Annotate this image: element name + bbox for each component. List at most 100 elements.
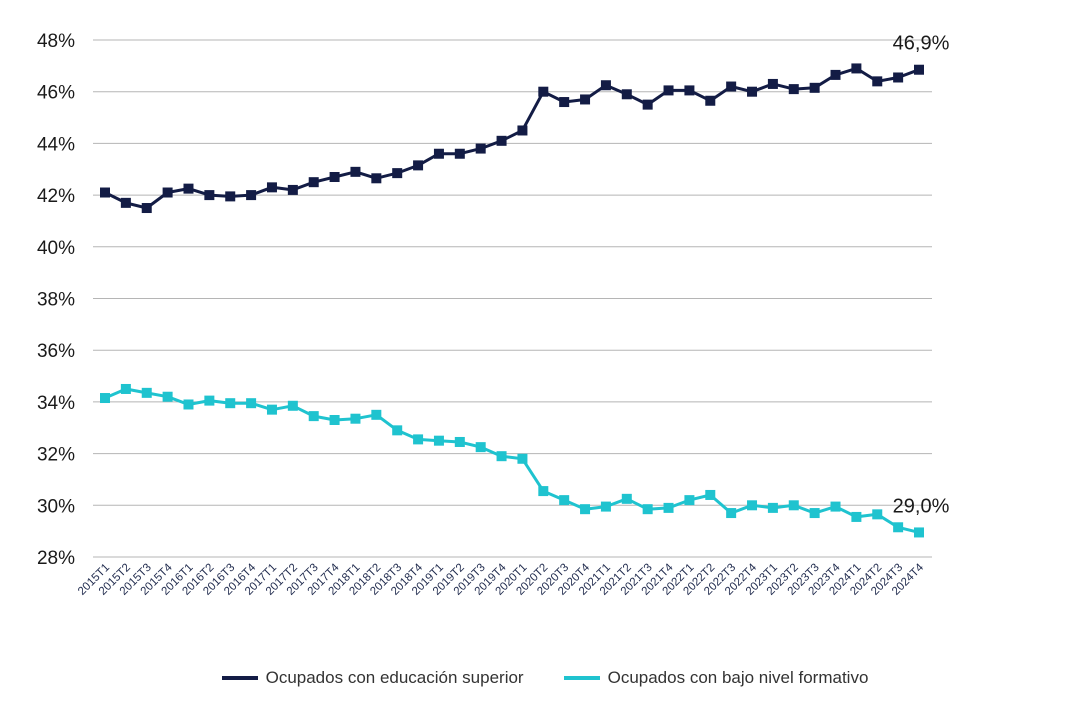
series-lines <box>100 63 924 538</box>
data-point <box>621 89 632 100</box>
data-point <box>872 509 883 520</box>
data-point <box>350 166 361 177</box>
y-tick-label: 40% <box>37 238 75 259</box>
data-point <box>538 486 549 497</box>
data-point <box>329 172 340 183</box>
data-point <box>266 404 277 415</box>
y-tick-label: 28% <box>37 548 75 569</box>
legend-label-educacion-superior: Ocupados con educación superior <box>265 668 524 687</box>
data-point <box>788 84 799 95</box>
data-point <box>726 81 737 92</box>
data-point <box>371 409 382 420</box>
y-axis-tick-labels: 28% 30% 32% 34% 36% 38% 40% 42% 44% 46% 48% <box>37 31 75 569</box>
data-point <box>392 168 403 179</box>
data-point <box>162 187 173 198</box>
data-point <box>350 413 361 424</box>
data-point <box>475 143 486 154</box>
data-point <box>308 177 319 188</box>
legend-label-bajo-nivel-formativo: Ocupados con bajo nivel formativo <box>607 668 869 687</box>
data-point <box>705 489 716 500</box>
data-point <box>914 527 924 538</box>
data-point <box>266 182 277 193</box>
data-point <box>538 86 549 97</box>
data-point <box>246 398 257 409</box>
data-point <box>809 508 820 519</box>
series-line <box>104 387 920 534</box>
y-tick-label: 30% <box>37 496 75 517</box>
legend-item-bajo-nivel-formativo: Ocupados con bajo nivel formativo <box>563 668 869 688</box>
data-point <box>600 80 611 91</box>
data-point <box>809 82 820 93</box>
data-point <box>580 94 591 105</box>
y-tick-label: 44% <box>37 134 75 155</box>
data-point <box>747 500 758 511</box>
data-point <box>141 387 152 398</box>
end-value-labels: 46,9% 29,0% <box>893 33 950 518</box>
legend-swatch-educacion-superior <box>221 676 258 680</box>
data-point <box>433 435 444 446</box>
series-line <box>104 66 920 210</box>
data-point <box>559 495 570 506</box>
data-point <box>851 63 862 74</box>
data-point <box>183 183 194 194</box>
legend: Ocupados con educación superior Ocupados… <box>0 668 1090 688</box>
data-point <box>204 190 215 201</box>
y-tick-label: 38% <box>37 290 75 311</box>
data-point <box>496 451 507 462</box>
series-2 <box>100 383 924 538</box>
end-value-label: 29,0% <box>893 495 950 517</box>
data-point <box>684 495 695 506</box>
data-point <box>287 184 298 195</box>
data-point <box>559 97 570 108</box>
data-point <box>872 76 883 87</box>
gridlines <box>93 39 932 558</box>
data-point <box>413 160 424 171</box>
data-point <box>600 501 611 512</box>
data-point <box>225 191 236 202</box>
legend-item-educacion-superior: Ocupados con educación superior <box>221 668 524 688</box>
y-tick-label: 36% <box>37 341 75 362</box>
data-point <box>705 95 716 106</box>
y-tick-label: 48% <box>37 31 75 52</box>
data-point <box>830 501 841 512</box>
data-point <box>183 399 194 410</box>
data-point <box>788 500 799 511</box>
data-point <box>767 502 778 513</box>
y-tick-label: 46% <box>37 83 75 104</box>
data-point <box>496 135 507 146</box>
data-point <box>246 190 257 201</box>
data-point <box>413 434 424 445</box>
data-point <box>392 425 403 436</box>
data-point <box>914 64 924 75</box>
data-point <box>287 400 298 411</box>
series-1 <box>100 63 924 214</box>
data-point <box>308 411 319 422</box>
y-tick-label: 32% <box>37 445 75 466</box>
data-point <box>120 197 131 208</box>
legend-swatch-bajo-nivel-formativo <box>563 676 600 680</box>
data-point <box>642 99 653 110</box>
data-point <box>454 436 465 447</box>
data-point <box>851 511 862 522</box>
data-point <box>726 508 737 519</box>
data-point <box>684 85 695 96</box>
data-point <box>100 187 110 198</box>
data-point <box>329 414 340 425</box>
data-point <box>642 504 653 515</box>
data-point <box>162 391 173 402</box>
data-point <box>767 78 778 89</box>
data-point <box>141 203 152 214</box>
data-point <box>454 148 465 159</box>
data-point <box>830 69 841 80</box>
y-tick-label: 42% <box>37 186 75 207</box>
data-point <box>433 148 444 159</box>
data-point <box>517 125 528 136</box>
x-axis-tick-labels: 2015T12015T22015T32015T42016T12016T22016… <box>76 561 926 597</box>
data-point <box>580 504 591 515</box>
data-point <box>517 453 528 464</box>
data-point <box>621 493 632 504</box>
data-point <box>663 85 674 96</box>
data-point <box>663 502 674 513</box>
data-point <box>100 393 110 404</box>
y-tick-label: 34% <box>37 393 75 414</box>
